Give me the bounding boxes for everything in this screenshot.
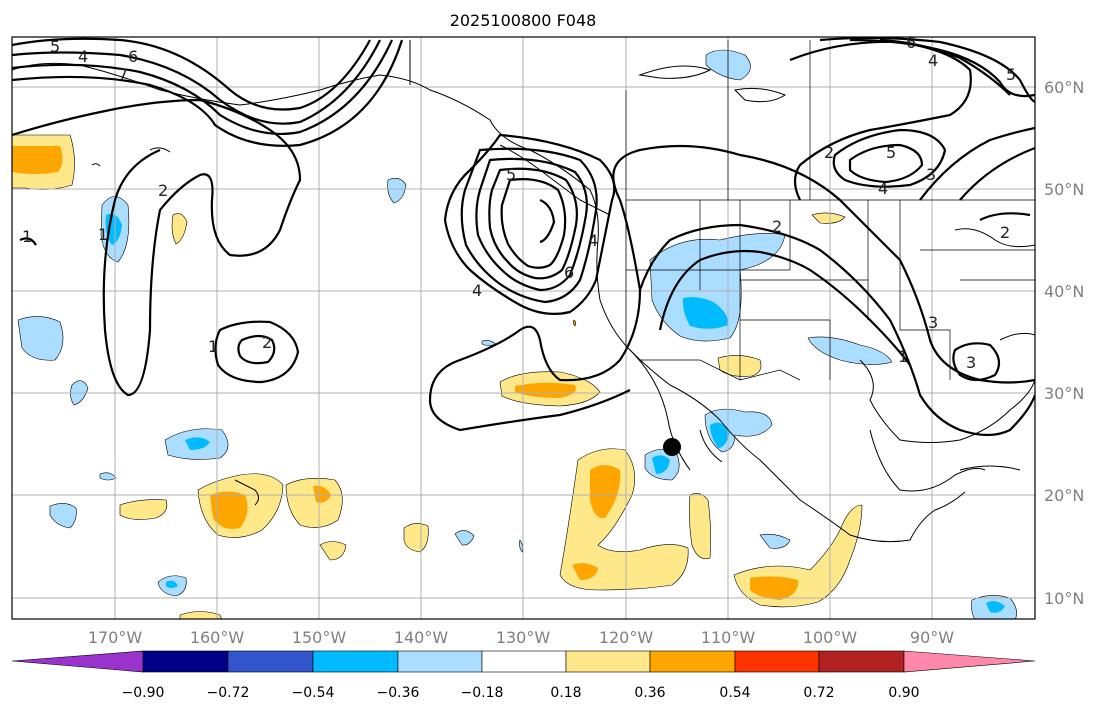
longitude-labels: 170°W 160°W 150°W 140°W 130°W 120°W 110°… bbox=[88, 628, 954, 647]
colorbar-tick: −0.54 bbox=[292, 685, 335, 701]
contour-label: 7 bbox=[118, 65, 128, 84]
contour-label: 6 bbox=[564, 263, 574, 282]
colorbar-tick: 0.72 bbox=[803, 685, 834, 701]
contour-label: 5 bbox=[50, 37, 60, 56]
location-marker bbox=[663, 438, 681, 456]
contour-label: 3 bbox=[966, 353, 976, 372]
contour-label: 6 bbox=[906, 33, 916, 52]
lat-label: 10°N bbox=[1044, 589, 1084, 608]
contour-label: 4 bbox=[472, 281, 482, 300]
contour-label: 4 bbox=[878, 179, 888, 198]
colorbar-swatch bbox=[818, 650, 905, 673]
lon-label: 140°W bbox=[394, 628, 449, 647]
contour-label: 3 bbox=[928, 313, 938, 332]
contour-label: 2 bbox=[1000, 223, 1010, 242]
contour-label: 5 bbox=[886, 143, 896, 162]
colorbar-swatch bbox=[565, 650, 651, 673]
contour-lines bbox=[12, 37, 1035, 437]
contour-label: 5 bbox=[1006, 65, 1016, 84]
contour-label: 2 bbox=[262, 333, 272, 352]
lat-label: 30°N bbox=[1044, 384, 1084, 403]
negative-anomaly-fills bbox=[17, 49, 1017, 619]
lon-label: 110°W bbox=[701, 628, 756, 647]
contour-label: 5 bbox=[506, 165, 516, 184]
political-borders bbox=[625, 40, 1035, 381]
map-frame bbox=[11, 36, 1036, 620]
colorbar-swatch bbox=[649, 650, 736, 673]
graticule bbox=[12, 37, 1035, 619]
map-panel: 5 4 6 7 2 1 1 2 1 2 5 4 6 4 3 2 6 4 5 5 bbox=[11, 33, 1036, 620]
colorbar-swatch bbox=[142, 650, 229, 673]
lon-label: 160°W bbox=[190, 628, 245, 647]
positive-anomaly-fills bbox=[12, 134, 863, 619]
lon-label: 130°W bbox=[496, 628, 551, 647]
colorbar-high-extend bbox=[903, 650, 1036, 673]
contour-label: 3 bbox=[926, 165, 936, 184]
colorbar-tick: −0.90 bbox=[122, 685, 165, 701]
lat-label: 50°N bbox=[1044, 180, 1084, 199]
colorbar-tick: 0.36 bbox=[634, 685, 665, 701]
contour-label: 6 bbox=[128, 47, 138, 66]
contour-label-group: 5 4 6 7 2 1 1 2 1 2 5 4 6 4 3 2 6 4 5 5 bbox=[22, 33, 1016, 372]
map-title: 2025100800 F048 bbox=[450, 11, 597, 30]
contour-label: 4 bbox=[78, 47, 88, 66]
contour-label: 2 bbox=[158, 181, 168, 200]
coastlines bbox=[12, 40, 1035, 543]
colorbar-tick: −0.72 bbox=[207, 685, 250, 701]
lon-label: 170°W bbox=[88, 628, 143, 647]
contour-label: 1 bbox=[898, 347, 908, 366]
contour-label: 4 bbox=[928, 51, 938, 70]
colorbar-tick: −0.36 bbox=[377, 685, 420, 701]
lat-label: 40°N bbox=[1044, 282, 1084, 301]
colorbar-tick: 0.90 bbox=[888, 685, 919, 701]
lat-label: 60°N bbox=[1044, 78, 1084, 97]
lon-label: 150°W bbox=[292, 628, 347, 647]
lon-label: 100°W bbox=[803, 628, 858, 647]
contour-label: 1 bbox=[22, 227, 32, 246]
colorbar-swatch bbox=[397, 650, 483, 673]
colorbar-swatch bbox=[734, 650, 820, 673]
contour-label: 1 bbox=[98, 225, 108, 244]
colorbar-tick: 0.18 bbox=[550, 685, 581, 701]
latitude-labels: 60°N 50°N 40°N 30°N 20°N 10°N bbox=[1044, 78, 1084, 608]
lat-label: 20°N bbox=[1044, 486, 1084, 505]
colorbar-low-extend bbox=[11, 650, 144, 673]
contour-label: 1 bbox=[208, 337, 218, 356]
lon-label: 120°W bbox=[599, 628, 654, 647]
contour-label: 4 bbox=[588, 231, 598, 250]
colorbar-swatch bbox=[481, 650, 567, 673]
colorbar-tick-labels: −0.90 −0.72 −0.54 −0.36 −0.18 0.18 0.36 … bbox=[122, 685, 920, 701]
colorbar-tick: −0.18 bbox=[461, 685, 504, 701]
colorbar-tick: 0.54 bbox=[719, 685, 750, 701]
colorbar bbox=[11, 650, 1036, 673]
contour-label: 2 bbox=[772, 217, 782, 236]
contour-label: 2 bbox=[824, 143, 834, 162]
colorbar-swatch bbox=[227, 650, 314, 673]
colorbar-swatch bbox=[312, 650, 399, 673]
lon-label: 90°W bbox=[910, 628, 954, 647]
